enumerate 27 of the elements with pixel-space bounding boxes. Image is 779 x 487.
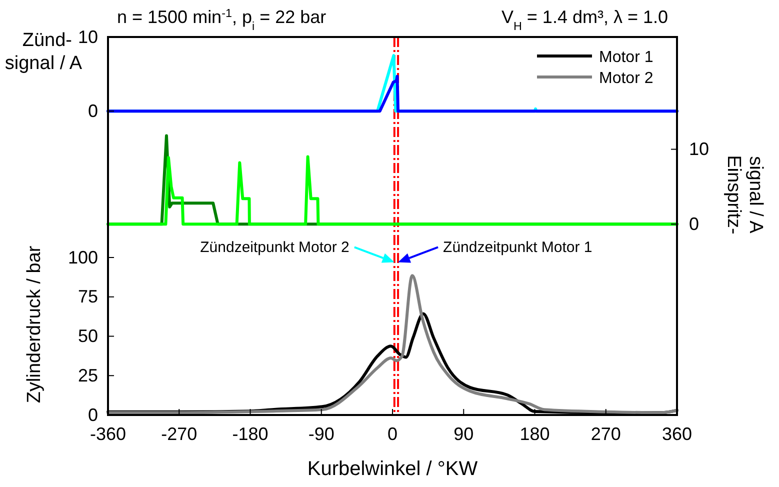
y2-tick-label: 0 xyxy=(689,214,700,234)
annotation: Zündzeitpunkt Motor 1 xyxy=(443,239,592,256)
chart-subtitle: V$_{H}$ = 1.4 dm³, λ = 1.0 xyxy=(501,7,668,32)
legend-label: Motor 2 xyxy=(599,70,654,87)
x-tick-label: 90 xyxy=(454,424,474,444)
y-tick-label: 50 xyxy=(78,326,98,346)
x-tick-label: 180 xyxy=(520,424,550,444)
y-tick-label: 0 xyxy=(88,404,98,425)
y-tick-label: 25 xyxy=(78,365,98,386)
x-tick-label: 270 xyxy=(590,424,621,444)
x-tick-label: -360 xyxy=(90,424,126,444)
x-tick-label: 0 xyxy=(387,424,398,444)
annotation: Zündzeitpunkt Motor 2 xyxy=(200,239,350,256)
x-tick-label: -180 xyxy=(232,424,268,444)
x-axis-title: Kurbelwinkel / °KW xyxy=(307,458,478,480)
y2-tick-label: 10 xyxy=(689,139,710,160)
x-tick-label: -90 xyxy=(308,424,334,444)
line-series xyxy=(106,155,678,226)
y-tick-label: 75 xyxy=(78,286,98,307)
y-tick-label: 100 xyxy=(68,247,98,268)
chart-title: n = 1500 min$^{-1}$, p$_{i}$ = 22 bar xyxy=(117,6,326,32)
x-tick-label: 360 xyxy=(662,424,692,444)
x-tick-label: -270 xyxy=(161,424,198,444)
y-axis-title: Zylinderdruck / bar xyxy=(24,245,45,404)
legend-label: Motor 1 xyxy=(599,49,654,66)
y2-axis-title: Einspritz- signal / A xyxy=(723,155,766,234)
line-series xyxy=(106,274,678,414)
